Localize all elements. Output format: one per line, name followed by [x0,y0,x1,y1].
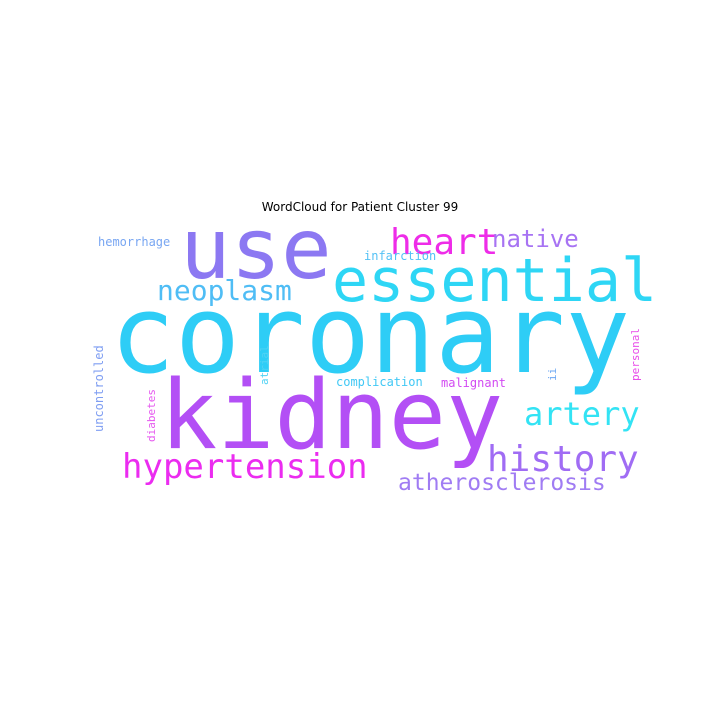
word-ii: ii [546,368,559,381]
word-malignant: malignant [441,376,506,390]
word-neoplasm: neoplasm [157,274,292,307]
word-personal: personal [629,328,642,381]
word-complication: complication [336,375,423,389]
word-kidney: kidney [160,361,503,471]
word-history: history [487,439,639,480]
word-atherosclerosis: atherosclerosis [398,470,606,496]
word-uncontrolled: uncontrolled [92,345,106,432]
word-native: native [492,225,579,253]
word-heart: heart [390,222,498,263]
word-use: use [180,200,332,298]
word-diabetes: diabetes [145,389,158,442]
word-artery: artery [524,395,640,433]
word-hemorrhage: hemorrhage [98,235,170,249]
word-infarction: infarction [364,249,436,263]
chart-title: WordCloud for Patient Cluster 99 [261,200,459,214]
word-coronary: coronary [110,273,630,398]
word-atrial: atrial [258,345,271,385]
word-essential: essential [332,246,657,316]
word-hypertension: hypertension [122,447,368,487]
